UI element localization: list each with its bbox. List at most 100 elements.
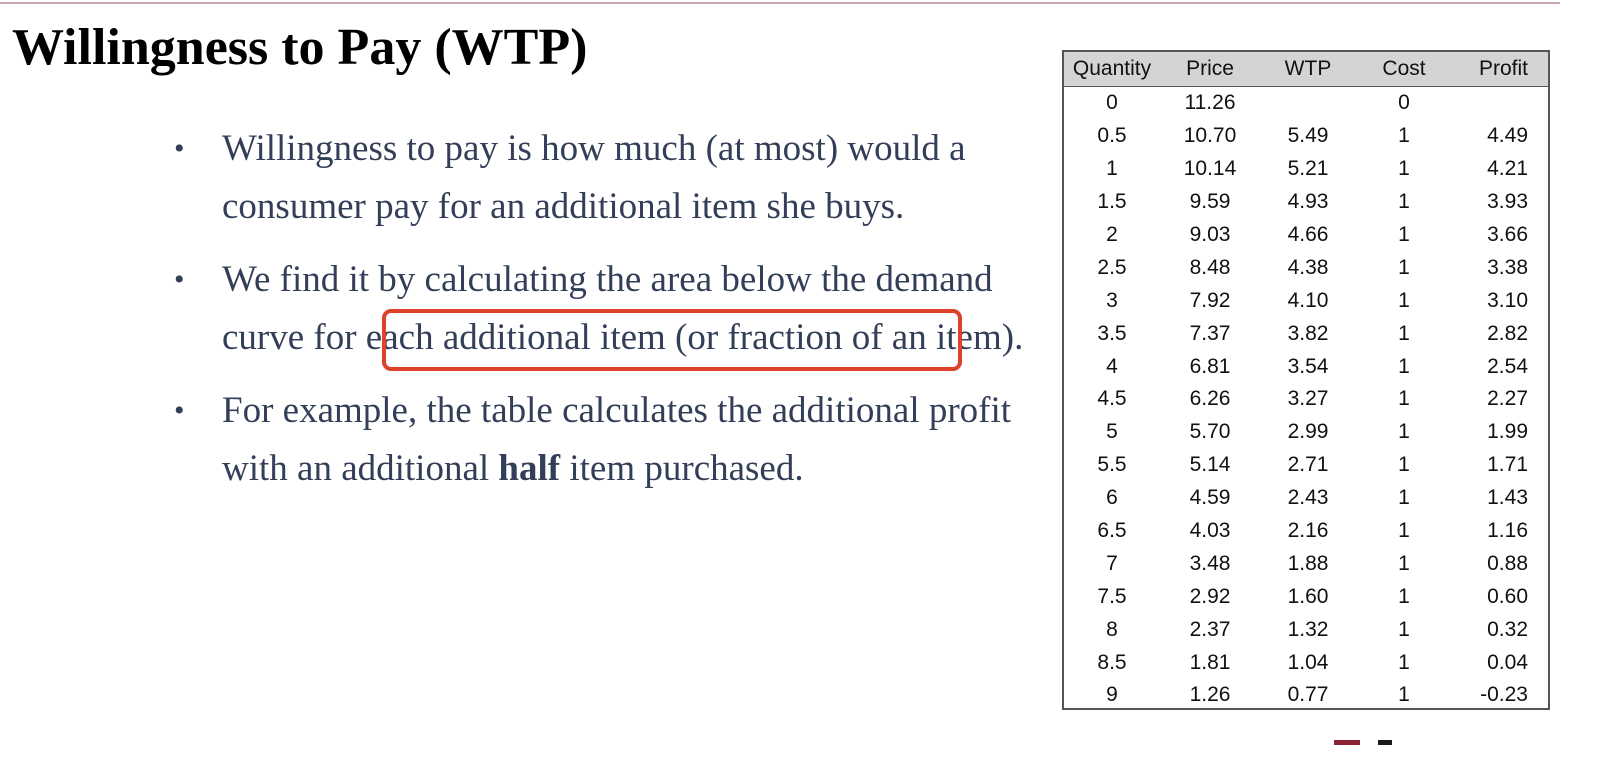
table-cell-wtp: 3.27 bbox=[1287, 387, 1329, 411]
bullet-list: • Willingness to pay is how much (at mos… bbox=[172, 120, 1032, 513]
table-cell-quantity: 4.5 bbox=[1097, 387, 1127, 411]
table-header-row: Quantity Price WTP Cost Profit bbox=[1064, 52, 1548, 87]
table-cell-price: 2.92 bbox=[1189, 584, 1231, 608]
table-cell-wtp: 0.77 bbox=[1287, 683, 1329, 707]
table-cell-quantity: 8 bbox=[1106, 617, 1118, 641]
table-row: 2.5 8.48 4.38 1 3.38 bbox=[1064, 251, 1548, 284]
table-cell-quantity: 6 bbox=[1106, 486, 1118, 510]
bullet-item: • Willingness to pay is how much (at mos… bbox=[172, 120, 1032, 236]
table-cell-profit: 1.99 bbox=[1487, 420, 1528, 444]
table-cell-quantity: 1.5 bbox=[1097, 190, 1127, 214]
table-cell-quantity: 5 bbox=[1106, 420, 1118, 444]
table-cell-price: 5.14 bbox=[1189, 453, 1231, 477]
table-cell-cost: 1 bbox=[1398, 354, 1410, 378]
table-cell-price: 7.92 bbox=[1189, 288, 1231, 312]
table-cell-price: 1.81 bbox=[1189, 650, 1231, 674]
table-cell-cost: 1 bbox=[1398, 420, 1410, 444]
bullet-text: We find it by calculating the area below… bbox=[222, 259, 1024, 358]
table-row: 0 11.26 0 bbox=[1064, 87, 1548, 120]
table-cell-price: 11.26 bbox=[1184, 91, 1236, 115]
bullet-text: For example, the table calculates the ad… bbox=[222, 390, 1011, 489]
table-row: 1.5 9.59 4.93 1 3.93 bbox=[1064, 186, 1548, 219]
table-cell-wtp: 4.10 bbox=[1287, 288, 1329, 312]
table-cell-wtp: 2.71 bbox=[1287, 453, 1329, 477]
bullet-text: Willingness to pay is how much (at most)… bbox=[222, 128, 966, 227]
wtp-table: Quantity Price WTP Cost Profit 0 11.26 0 0.… bbox=[1064, 52, 1548, 712]
column-header-cost: Cost bbox=[1356, 52, 1452, 87]
table-row: 5 5.70 2.99 1 1.99 bbox=[1064, 416, 1548, 449]
table-cell-profit: 3.38 bbox=[1487, 255, 1528, 279]
table-cell-wtp: 1.60 bbox=[1287, 584, 1329, 608]
table-cell-price: 4.59 bbox=[1189, 486, 1231, 510]
table-cell-cost: 1 bbox=[1398, 124, 1410, 148]
table-row: 7 3.48 1.88 1 0.88 bbox=[1064, 547, 1548, 580]
table-cell-cost: 1 bbox=[1398, 453, 1410, 477]
table-cell-price: 9.59 bbox=[1189, 190, 1231, 214]
table-row: 2 9.03 4.66 1 3.66 bbox=[1064, 219, 1548, 252]
table-cell-quantity: 4 bbox=[1106, 354, 1118, 378]
table-cell-wtp bbox=[1260, 87, 1356, 120]
table-cell-wtp: 1.88 bbox=[1287, 551, 1329, 575]
table-cell-profit: 2.54 bbox=[1487, 354, 1528, 378]
table-row: 0.5 10.70 5.49 1 4.49 bbox=[1064, 120, 1548, 153]
table-cell-wtp: 4.66 bbox=[1287, 223, 1329, 246]
slide-title: Willingness to Pay (WTP) bbox=[12, 19, 588, 76]
table-cell-wtp: 3.54 bbox=[1287, 354, 1329, 378]
wtp-table-container: Quantity Price WTP Cost Profit 0 11.26 0 0.… bbox=[1062, 50, 1550, 710]
bullet-bold-word: half bbox=[498, 448, 561, 489]
table-cell-cost: 1 bbox=[1398, 617, 1410, 641]
table-cell-price: 10.70 bbox=[1183, 124, 1237, 148]
table-cell-profit: 3.10 bbox=[1487, 288, 1528, 312]
table-cell-wtp: 2.43 bbox=[1287, 486, 1329, 510]
table-cell-quantity: 3 bbox=[1106, 288, 1118, 312]
table-row: 4.5 6.26 3.27 1 2.27 bbox=[1064, 383, 1548, 416]
table-cell-quantity: 9 bbox=[1106, 683, 1118, 707]
column-header-quantity: Quantity bbox=[1064, 52, 1160, 87]
bullet-item: • We find it by calculating the area bel… bbox=[172, 251, 1032, 367]
table-cell-wtp: 2.99 bbox=[1287, 420, 1329, 444]
table-cell-profit: 3.66 bbox=[1487, 223, 1528, 246]
table-row: 6 4.59 2.43 1 1.43 bbox=[1064, 482, 1548, 515]
table-cell-price: 5.70 bbox=[1189, 420, 1231, 444]
table-body: 0 11.26 0 0.5 10.70 5.49 1 4.49 1 10.14 5.21 1 4.21 1… bbox=[1064, 87, 1548, 712]
table-cell-wtp: 5.49 bbox=[1287, 124, 1329, 148]
table-cell-quantity: 7.5 bbox=[1097, 584, 1127, 608]
bullet-text-part: For example, the table calculates the ad… bbox=[222, 390, 1012, 489]
table-row: 1 10.14 5.21 1 4.21 bbox=[1064, 153, 1548, 186]
bullet-marker: • bbox=[174, 132, 185, 165]
table-cell-cost: 1 bbox=[1398, 486, 1410, 510]
logo-fragment bbox=[1334, 740, 1426, 762]
bullet-item: • For example, the table calculates the … bbox=[172, 382, 1032, 498]
table-cell-quantity: 0.5 bbox=[1097, 124, 1127, 148]
table-cell-cost: 1 bbox=[1398, 223, 1410, 246]
bullet-text-part: item purchased. bbox=[560, 448, 804, 489]
table-cell-profit: 3.93 bbox=[1487, 190, 1528, 214]
table-cell-cost: 1 bbox=[1398, 255, 1410, 279]
table-row: 4 6.81 3.54 1 2.54 bbox=[1064, 350, 1548, 383]
table-cell-wtp: 4.38 bbox=[1287, 255, 1329, 279]
bullet-marker: • bbox=[174, 263, 185, 296]
column-header-wtp: WTP bbox=[1260, 52, 1356, 87]
table-cell-price: 3.48 bbox=[1189, 551, 1231, 575]
table-cell-cost: 0 bbox=[1398, 91, 1410, 115]
table-cell-price: 2.37 bbox=[1189, 617, 1231, 641]
table-cell-price: 6.81 bbox=[1189, 354, 1231, 378]
table-cell-price: 8.48 bbox=[1189, 255, 1231, 279]
table-cell-price: 7.37 bbox=[1189, 321, 1231, 345]
logo-mark bbox=[1378, 740, 1392, 745]
table-cell-profit bbox=[1452, 87, 1548, 120]
bullet-marker: • bbox=[174, 394, 185, 427]
table-cell-profit: 4.21 bbox=[1487, 157, 1528, 181]
table-row: 7.5 2.92 1.60 1 0.60 bbox=[1064, 580, 1548, 613]
table-cell-profit: 0.04 bbox=[1487, 650, 1528, 674]
logo-mark bbox=[1334, 740, 1360, 745]
table-cell-price: 9.03 bbox=[1189, 223, 1231, 246]
table-cell-quantity: 3.5 bbox=[1097, 321, 1127, 345]
table-cell-cost: 1 bbox=[1398, 650, 1410, 674]
table-cell-quantity: 5.5 bbox=[1097, 453, 1127, 477]
table-cell-quantity: 0 bbox=[1106, 91, 1118, 115]
table-cell-profit: 1.71 bbox=[1487, 453, 1528, 477]
table-cell-quantity: 2 bbox=[1106, 223, 1118, 246]
table-cell-quantity: 6.5 bbox=[1097, 519, 1127, 543]
